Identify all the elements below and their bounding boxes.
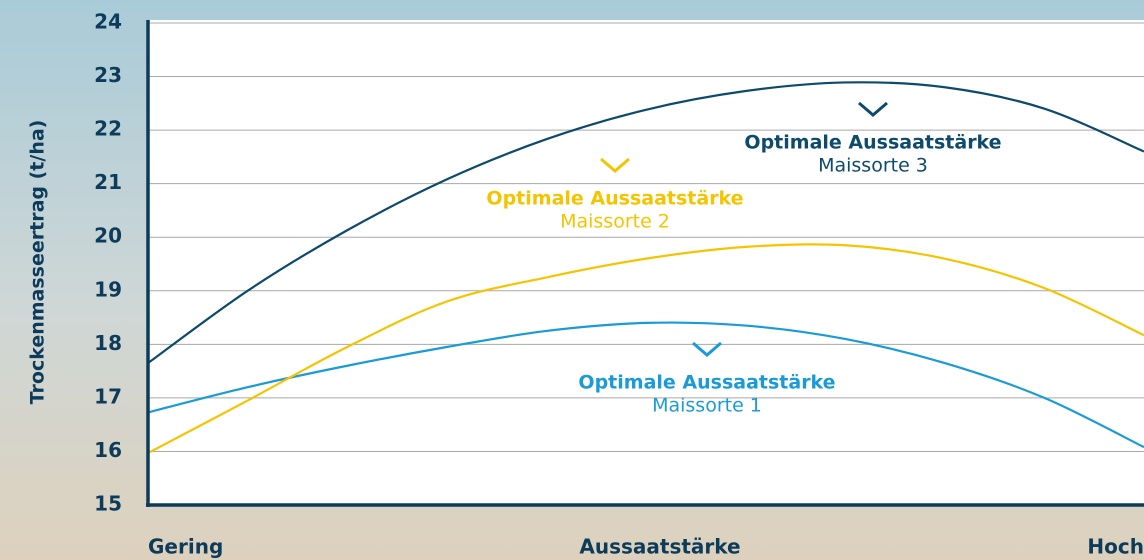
chevron xyxy=(858,101,888,117)
annotation-title: Optimale Aussaatstärke xyxy=(744,132,1001,154)
annotation-text: Maissorte 2 xyxy=(560,211,670,233)
y-tick-label: 18 xyxy=(94,331,122,355)
y-tick-label: 19 xyxy=(94,277,122,301)
y-tick-label: 21 xyxy=(94,170,122,194)
series-line xyxy=(147,243,1144,455)
annotation-text: Maissorte 3 xyxy=(818,155,928,177)
y-tick-label: 17 xyxy=(94,384,122,408)
series-line xyxy=(147,81,1144,364)
y-tick-label: 15 xyxy=(94,492,122,516)
annotation-title: Optimale Aussaatstärke xyxy=(486,188,743,210)
y-axis-label: Trockenmasseertrag (t/ha) xyxy=(27,120,49,405)
annotation-text: Maissorte 1 xyxy=(652,395,762,417)
plot-area xyxy=(148,20,1144,505)
y-tick-label: 16 xyxy=(94,438,122,462)
y-tick-label: 20 xyxy=(94,224,122,248)
y-tick-label: 23 xyxy=(94,63,122,87)
annotation-title: Optimale Aussaatstärke xyxy=(578,372,835,394)
chevron xyxy=(692,341,722,357)
chevron xyxy=(600,157,630,173)
series-line xyxy=(147,321,1144,449)
x-axis-label: Aussaatstärke xyxy=(579,535,740,559)
x-tick-label: Gering xyxy=(148,535,223,559)
y-tick-label: 22 xyxy=(94,117,122,141)
x-tick-label: Hoch xyxy=(1087,535,1144,559)
y-tick-label: 24 xyxy=(94,10,122,34)
